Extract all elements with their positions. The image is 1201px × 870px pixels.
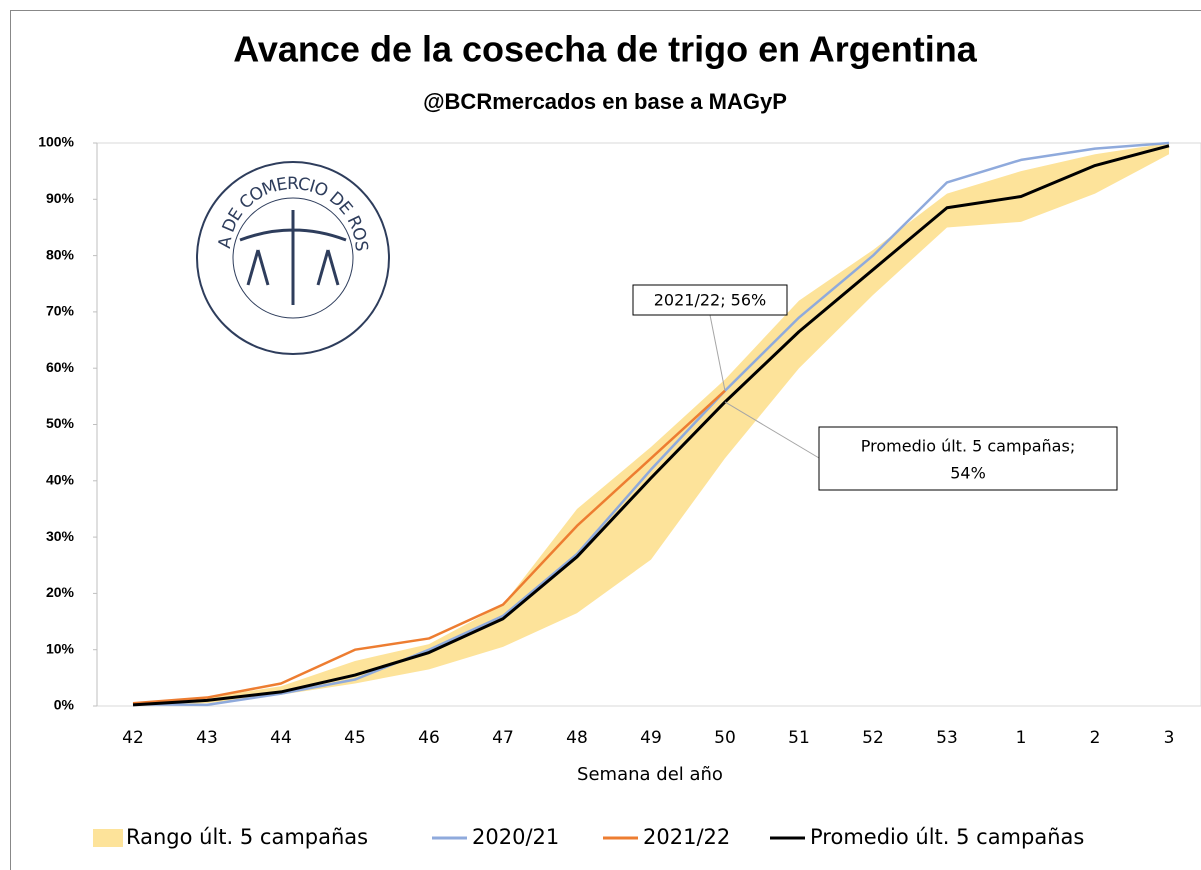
x-tick-label: 2	[1090, 728, 1101, 748]
annotation-leader	[709, 314, 726, 391]
x-tick-label: 50	[714, 728, 736, 748]
y-tick-label: 0%	[54, 697, 75, 713]
annotation-box	[632, 284, 788, 316]
annotation-text: 54%	[950, 464, 986, 483]
y-tick-label: 80%	[46, 246, 75, 262]
y-tick-label: 50%	[46, 415, 75, 431]
legend-label: 2021/22	[643, 825, 730, 849]
legend-swatch	[93, 829, 123, 847]
annotation-text: 2021/22; 56%	[654, 291, 767, 310]
y-tick-label: 60%	[46, 359, 75, 375]
x-tick-label: 47	[492, 728, 514, 748]
x-axis-label: Semana del año	[577, 764, 723, 785]
series-line	[132, 389, 726, 705]
x-tick-label: 51	[788, 728, 810, 748]
chart-frame	[10, 10, 1201, 870]
legend-label: Rango últ. 5 campañas	[126, 825, 368, 849]
y-tick-label: 90%	[46, 190, 75, 206]
x-tick-label: 45	[344, 728, 366, 748]
y-tick-label: 40%	[46, 472, 75, 488]
y-tick-label: 20%	[46, 584, 75, 600]
range-band	[133, 143, 1169, 706]
annotation-box	[818, 426, 1118, 491]
annotation-leader	[724, 401, 820, 459]
annotation-text: Promedio últ. 5 campañas;	[861, 437, 1075, 456]
x-tick-label: 1	[1016, 728, 1027, 748]
x-tick-label: 49	[640, 728, 662, 748]
x-tick-label: 3	[1164, 728, 1175, 748]
y-tick-label: 10%	[46, 640, 75, 656]
chart-subtitle: @BCRmercados en base a MAGyP	[423, 89, 787, 114]
x-tick-label: 48	[566, 728, 588, 748]
x-tick-label: 43	[196, 728, 218, 748]
x-tick-label: 53	[936, 728, 958, 748]
legend-label: Promedio últ. 5 campañas	[810, 825, 1084, 849]
chart-title: Avance de la cosecha de trigo en Argenti…	[233, 29, 978, 70]
x-tick-label: 46	[418, 728, 440, 748]
y-tick-label: 30%	[46, 528, 75, 544]
x-tick-label: 52	[862, 728, 884, 748]
series-line	[132, 144, 1170, 707]
x-tick-label: 44	[270, 728, 292, 748]
legend-label: 2020/21	[472, 825, 559, 849]
series-line	[132, 141, 1170, 707]
y-tick-label: 100%	[38, 134, 74, 150]
x-tick-label: 42	[122, 728, 144, 748]
y-tick-label: 70%	[46, 303, 75, 319]
